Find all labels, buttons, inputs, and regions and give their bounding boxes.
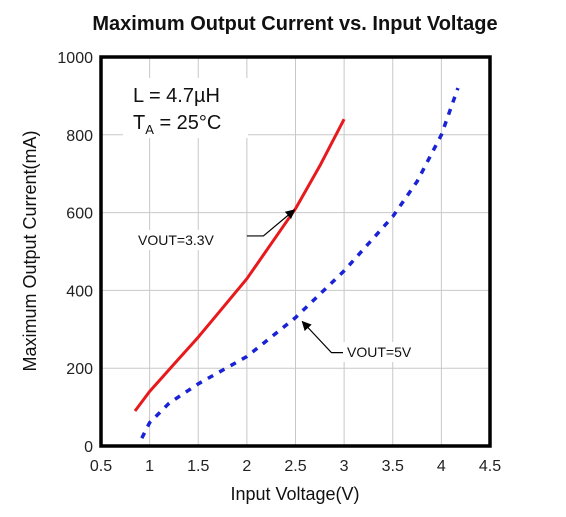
annotation-box: L = 4.7µH TA = 25°C [123,78,248,138]
series-layer [133,87,460,439]
series-label-vout-3v3: VOUT=3.3V [138,232,215,248]
callout-vout-5v: VOUT=5V [343,342,425,362]
annotation-inductance: L = 4.7µH [133,85,220,107]
x-tick-label: 3.5 [382,458,404,475]
y-tick-label: 1000 [57,50,93,67]
series-label-vout-5v: VOUT=5V [347,344,412,360]
tick-labels: 0.5 1 1.5 2 2.5 3 3.5 4 4.5 0 200 400 600 800 1000 [57,50,501,475]
plot-frame [99,55,492,448]
x-tick-label: 1 [145,458,154,475]
y-tick-label: 400 [66,283,93,300]
x-tick-label: 1.5 [187,458,209,475]
y-axis-label: Maximum Output Current(mA) [20,130,40,371]
x-axis-label: Input Voltage(V) [230,484,359,504]
y-tick-label: 0 [84,439,93,456]
x-tick-label: 2 [242,458,251,475]
annotation-temperature: TA = 25°C [133,112,221,137]
callout-leader-vout-3v3 [246,209,296,237]
y-tick-label: 800 [66,128,93,145]
x-tick-label: 3 [340,458,349,475]
series-line-1 [140,87,460,439]
series-line-0 [133,118,346,412]
x-tick-label: 2.5 [284,458,306,475]
x-tick-label: 0.5 [90,458,112,475]
y-tick-label: 600 [66,206,93,223]
chart-title: Maximum Output Current vs. Input Voltage [92,13,497,35]
callout-vout-3v3: VOUT=3.3V [132,230,242,250]
y-tick-label: 200 [66,361,93,378]
x-tick-label: 4.5 [479,458,501,475]
x-tick-label: 4 [437,458,446,475]
